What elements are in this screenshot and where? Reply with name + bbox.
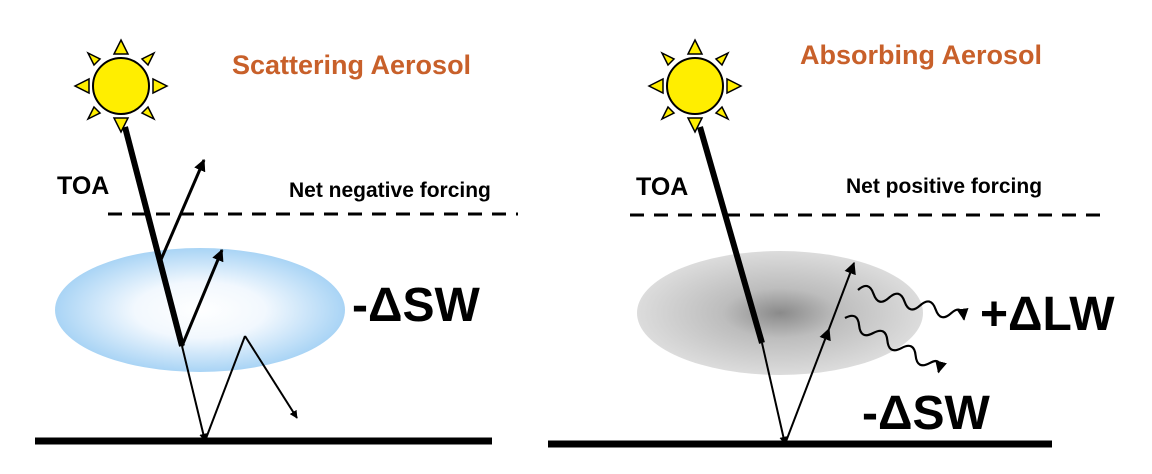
incoming-ray (122, 126, 185, 347)
longwave-emission-upper (857, 284, 969, 321)
scattering-panel (35, 38, 518, 445)
transmitted-ray (181, 345, 208, 442)
absorbing-aerosol-cloud (637, 251, 923, 375)
surface-reflected-ray (784, 327, 831, 445)
transmitted-ray (761, 342, 788, 445)
absorbing-panel (548, 38, 1100, 448)
net-negative-forcing-label: Net negative forcing (289, 179, 491, 202)
scattering-aerosol-cloud (55, 248, 345, 372)
delta-sw-label-right: -ΔSW (862, 387, 990, 440)
longwave-emission-lower (844, 314, 947, 374)
toa-label-right: TOA (636, 173, 689, 201)
incoming-ray (697, 126, 765, 344)
toa-label-left: TOA (57, 172, 110, 200)
surface-reflected-ray (204, 335, 246, 442)
sun-icon (647, 38, 743, 134)
net-positive-forcing-label: Net positive forcing (846, 175, 1043, 198)
delta-lw-label: +ΔLW (980, 288, 1115, 341)
delta-sw-label-left: -ΔSW (352, 279, 480, 332)
scattered-ray-up (180, 248, 224, 347)
reflected-ray (158, 158, 206, 263)
absorbing-title: Absorbing Aerosol (800, 40, 1043, 70)
scattered-down-ray (244, 335, 298, 419)
upward-ray (828, 261, 856, 330)
scattering-title: Scattering Aerosol (232, 50, 472, 80)
sun-icon (73, 38, 169, 134)
